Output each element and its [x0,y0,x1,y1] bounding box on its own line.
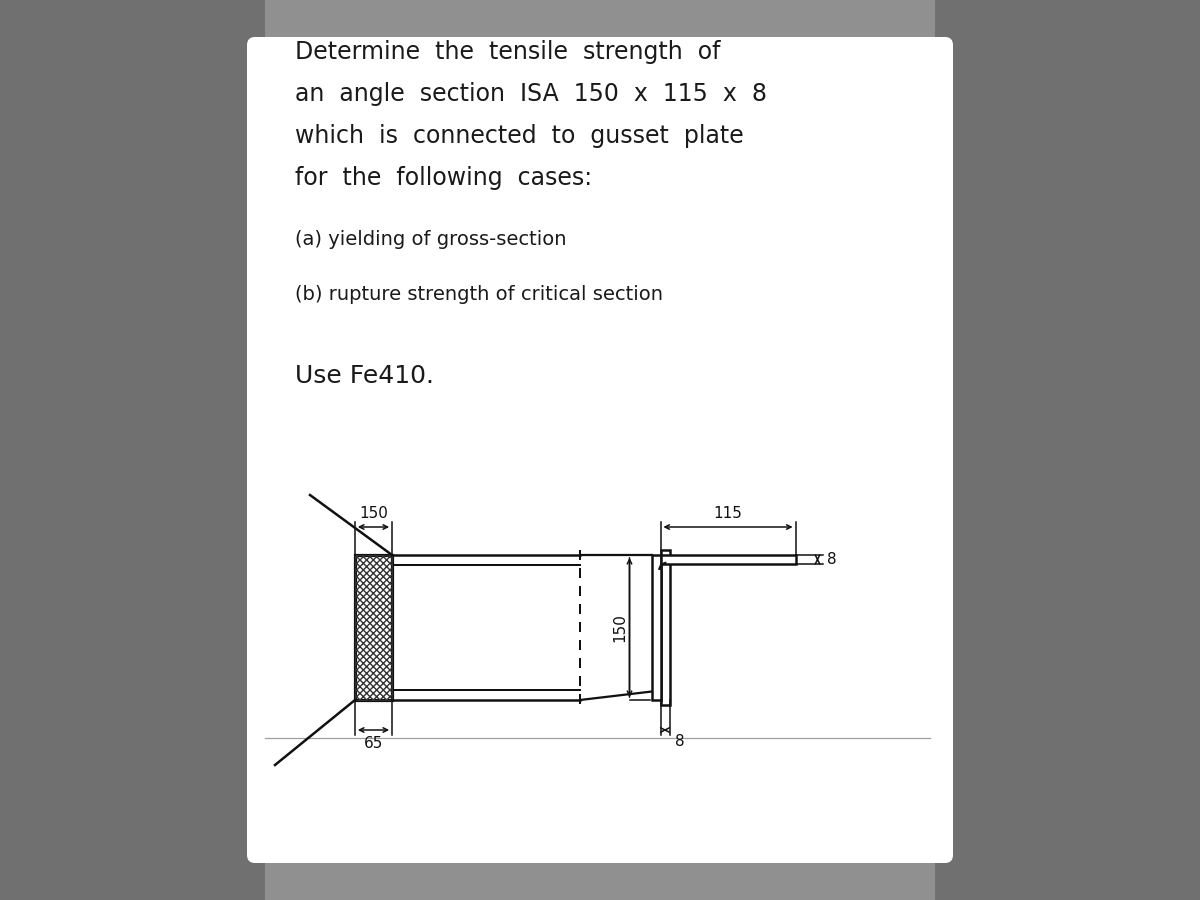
Text: for  the  following  cases:: for the following cases: [295,166,592,190]
FancyBboxPatch shape [247,37,953,863]
Bar [935,0,1200,900]
Text: 150: 150 [359,506,388,521]
Bar [355,555,392,700]
Text: 150: 150 [612,613,628,642]
Bar [0,0,265,900]
Bar [355,555,392,700]
Text: Use Fe410.: Use Fe410. [295,364,434,388]
Text: 8: 8 [676,734,685,749]
Text: 65: 65 [364,736,383,751]
Bar [652,555,660,700]
Text: which  is  connected  to  gusset  plate: which is connected to gusset plate [295,124,744,148]
Text: (a) yielding of gross-section: (a) yielding of gross-section [295,230,566,249]
Text: an  angle  section  ISA  150  x  115  x  8: an angle section ISA 150 x 115 x 8 [295,82,767,106]
Text: 115: 115 [714,506,743,521]
Text: (b) rupture strength of critical section: (b) rupture strength of critical section [295,285,662,304]
Bar [660,555,796,564]
Bar [660,550,670,705]
Text: Determine  the  tensile  strength  of: Determine the tensile strength of [295,40,720,64]
Text: 8: 8 [827,552,836,567]
